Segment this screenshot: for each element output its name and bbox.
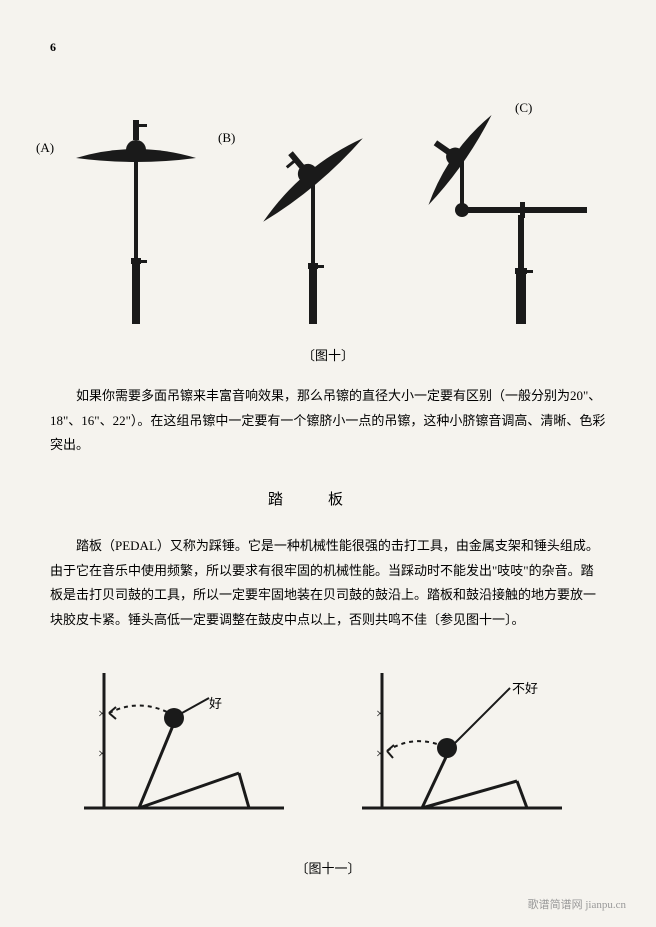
svg-text:×: × bbox=[376, 747, 384, 762]
cymbal-b: (B) bbox=[233, 110, 393, 330]
pedal-bad: 不好 × × bbox=[352, 663, 582, 843]
cymbal-b-svg bbox=[233, 110, 393, 330]
cymbal-c-svg bbox=[415, 110, 595, 330]
section-title: 踏板 bbox=[50, 488, 606, 509]
pedal-good: 好 × × bbox=[74, 663, 304, 843]
figure-11-caption: 〔图十一〕 bbox=[50, 858, 606, 877]
pedal-good-label: 好 bbox=[209, 693, 222, 712]
svg-text:×: × bbox=[376, 707, 384, 722]
cymbal-b-label: (B) bbox=[218, 130, 235, 146]
figure-11-row: 好 × × 不好 bbox=[50, 663, 606, 843]
cymbal-c-label: (C) bbox=[515, 100, 532, 116]
svg-text:×: × bbox=[98, 747, 106, 762]
pedal-bad-svg: × × bbox=[352, 663, 582, 833]
figure-10-caption: 〔图十〕 bbox=[50, 345, 606, 364]
svg-text:×: × bbox=[98, 707, 106, 722]
cymbal-a: (A) bbox=[61, 110, 211, 330]
cymbal-a-label: (A) bbox=[36, 140, 54, 156]
paragraph-1: 如果你需要多面吊镲来丰富音响效果，那么吊镲的直径大小一定要有区别（一般分别为20… bbox=[50, 384, 606, 458]
pedal-bad-label: 不好 bbox=[512, 678, 538, 697]
watermark: 歌谱简谱网 jianpu.cn bbox=[528, 896, 626, 912]
cymbal-c: (C) bbox=[415, 110, 595, 330]
cymbal-a-svg bbox=[61, 110, 211, 330]
pedal-good-svg: × × bbox=[74, 663, 304, 833]
paragraph-2: 踏板（PEDAL）又称为踩锤。它是一种机械性能很强的击打工具，由金属支架和锤头组… bbox=[50, 534, 606, 633]
figure-10-row: (A) (B) bbox=[50, 90, 606, 330]
page-number: 6 bbox=[50, 40, 56, 55]
